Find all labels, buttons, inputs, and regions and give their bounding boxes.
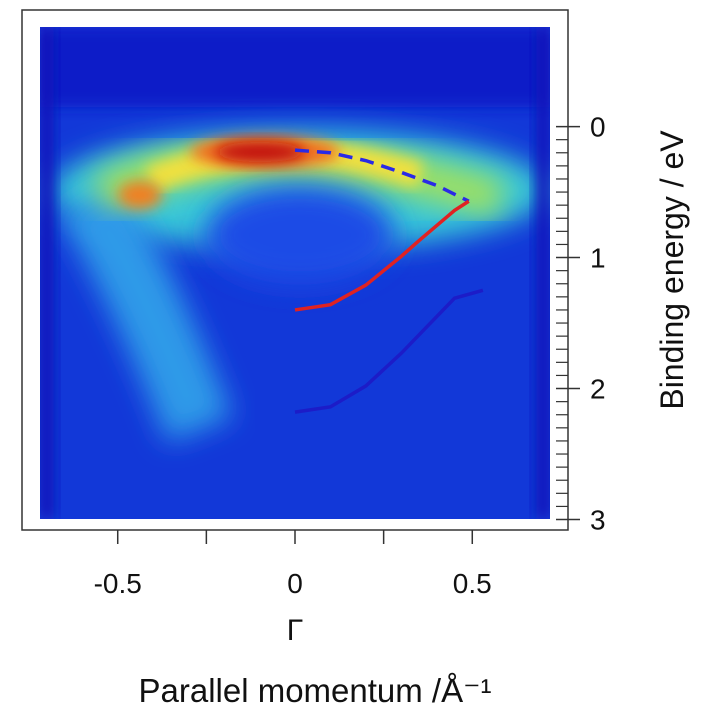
band-line (294, 148, 470, 203)
y-tick-label: 1 (590, 243, 606, 274)
y-axis-label: Binding energy / eV (654, 130, 690, 410)
intensity-map (40, 27, 550, 519)
y-tick-label: 0 (590, 112, 606, 143)
y-tick-label: 2 (590, 374, 606, 405)
gamma-label: Γ (287, 614, 304, 647)
x-tick-label: 0.5 (453, 568, 492, 599)
x-axis-label: Parallel momentum /Å⁻¹ (138, 672, 491, 709)
x-tick-label: 0 (287, 568, 303, 599)
y-tick-label: 3 (590, 505, 606, 536)
x-tick-label: -0.5 (94, 568, 142, 599)
band-line (294, 199, 470, 312)
band-line (294, 288, 484, 414)
